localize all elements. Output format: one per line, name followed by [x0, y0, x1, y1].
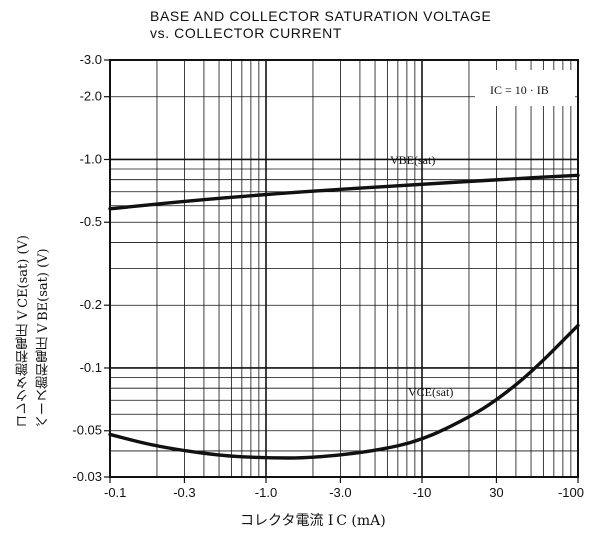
x-tick-label: -10	[413, 485, 432, 500]
x-tick-label: -0.1	[104, 485, 126, 500]
series-line-vce	[108, 323, 580, 460]
y-tick-label: -0.1	[80, 360, 102, 375]
y-tick-label: -2.0	[80, 89, 102, 104]
chart-title: BASE AND COLLECTOR SATURATION VOLTAGE	[150, 8, 492, 24]
y-tick-label: -0.2	[80, 297, 102, 312]
series-label-vbe: VBE(sat)	[390, 153, 435, 167]
x-tick-label: -100	[558, 485, 584, 500]
series-label-vce: VCE(sat)	[408, 385, 453, 399]
condition-box	[475, 70, 575, 106]
y-tick-label: -3.0	[80, 52, 102, 67]
y-tick-label: -0.03	[72, 469, 102, 484]
x-axis-label: コレクタ電流 I C (mA)	[240, 513, 386, 529]
condition-label: IC = 10 · IB	[490, 83, 549, 97]
y-tick-label: -1.0	[80, 151, 102, 166]
x-tick-label: -1.0	[255, 485, 277, 500]
y-tick-label: -0.05	[72, 423, 102, 438]
chart-subtitle: vs. COLLECTOR CURRENT	[150, 25, 343, 41]
series-line-vbe	[108, 173, 580, 211]
x-tick-label: -3.0	[329, 485, 351, 500]
y-tick-label: -0.5	[80, 214, 102, 229]
x-tick-label: -0.3	[173, 485, 195, 500]
x-tick-label: 30	[489, 485, 503, 500]
